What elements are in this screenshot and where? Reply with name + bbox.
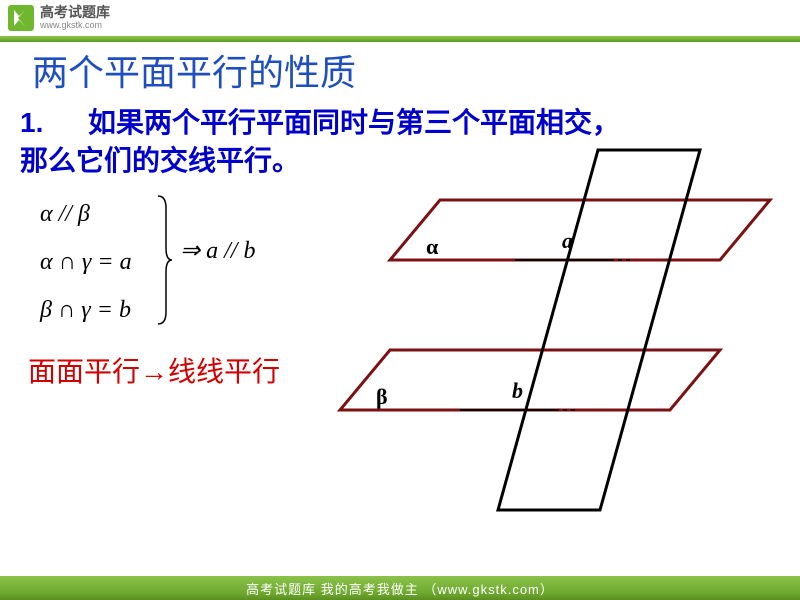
summary-text: 面面平行→线线平行 [28, 350, 280, 390]
footer: 高考试题库 我的高考我做主 （www.gkstk.com） [0, 576, 800, 600]
math-premises: α // β α ∩ γ = a β ∩ γ = b [40, 190, 132, 334]
subtitle-number: 1. [20, 104, 88, 142]
label-line-b: b [512, 378, 523, 404]
math-conclusion: ⇒ a // b [180, 236, 255, 265]
math-line-3: β ∩ γ = b [40, 286, 132, 334]
page-title: 两个平面平行的性质 [32, 44, 800, 96]
label-beta: β [376, 384, 388, 410]
logo-title: 高考试题库 [40, 5, 110, 20]
label-line-a: a [562, 228, 573, 254]
geometry-diagram: α β a b [320, 130, 780, 550]
logo-text-block: 高考试题库 www.gkstk.com [40, 5, 110, 30]
footer-text: 高考试题库 我的高考我做主 （www.gkstk.com） [246, 579, 554, 598]
math-line-1: α // β [40, 190, 132, 238]
math-line-2: α ∩ γ = a [40, 238, 132, 286]
logo-url: www.gkstk.com [40, 21, 110, 31]
brace-icon [156, 194, 176, 334]
content-area: α // β α ∩ γ = a β ∩ γ = b ⇒ a // b 面面平行… [0, 190, 800, 570]
logo-icon [8, 5, 34, 31]
header: 高考试题库 www.gkstk.com [0, 0, 800, 36]
label-alpha: α [426, 234, 438, 260]
title-bar [0, 36, 800, 42]
